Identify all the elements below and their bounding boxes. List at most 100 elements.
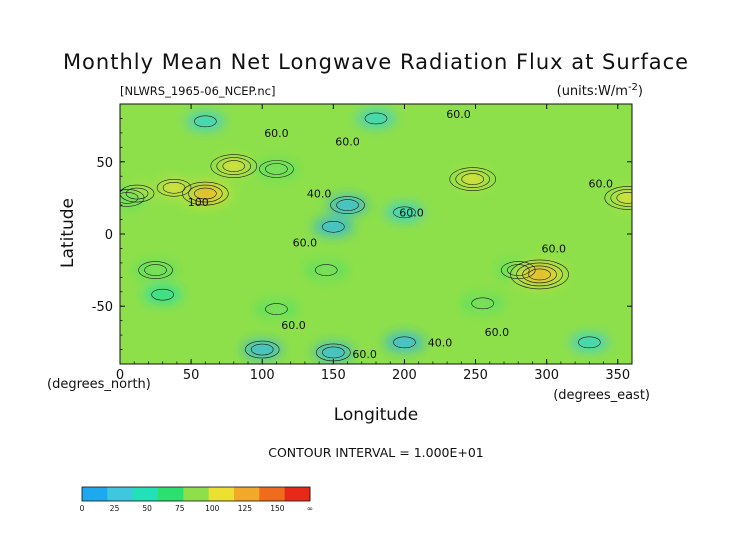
colorbar-swatch: [234, 487, 260, 501]
colorbar-swatch: [132, 487, 159, 501]
field-background: [120, 104, 632, 364]
x-tick-label: 350: [605, 368, 630, 383]
contour-label: 60.0: [293, 237, 318, 250]
contour-lines: [120, 112, 632, 362]
field-blob-core: [322, 221, 344, 232]
x-tick-label: 250: [463, 368, 488, 383]
field-blob-core: [526, 268, 553, 281]
colorbar-tick-label: 75: [175, 504, 185, 513]
contour-line: [216, 157, 252, 175]
field-blob-core: [578, 337, 600, 348]
chart-subtitle-units: (units:W/m-2): [557, 82, 643, 99]
field-blob-core: [161, 181, 188, 194]
contour-interval-note: CONTOUR INTERVAL = 1.000E+01: [268, 445, 484, 460]
contour-label: 60.0: [588, 177, 613, 190]
colorbar-tick-label: 150: [270, 504, 285, 513]
contour-line: [162, 181, 186, 194]
colorbar-swatch: [208, 487, 235, 501]
field-blob-core: [251, 344, 273, 355]
contour-line: [455, 170, 491, 188]
y-tick-label: 0: [105, 228, 113, 243]
x-axis-label: Longitude: [334, 405, 419, 425]
field-blob-core: [365, 113, 387, 124]
contour-line: [259, 160, 294, 178]
colorbar-swatch: [107, 487, 134, 501]
colorbar-swatch: [82, 487, 108, 501]
contour-line: [314, 264, 338, 276]
x-unit-note: (degrees_east): [553, 388, 650, 403]
contour-line: [510, 259, 569, 290]
contour-line: [616, 192, 632, 204]
contour-line: [144, 264, 167, 276]
y-unit-note: (degrees_north): [47, 377, 151, 392]
contour-label: 100: [188, 196, 209, 209]
field-blob-core: [266, 304, 287, 314]
colorbar-frame: [81, 486, 311, 502]
contour-label: 60.0: [335, 136, 360, 149]
colorbar-tick-label: 25: [110, 504, 120, 513]
contour-labels: 60.0 60.0 60.0 60.0 60.0 60.0 60.0 60.0 60.0 60.0…: [188, 108, 613, 361]
field-blob-core: [337, 200, 358, 210]
contour-line: [516, 262, 563, 287]
contour-label: 40.0: [307, 188, 332, 201]
field-blob-core: [394, 337, 415, 348]
contour-line: [393, 336, 416, 349]
contour-line: [188, 184, 223, 203]
contour-line: [194, 187, 217, 200]
x-tick-label: 0: [116, 368, 124, 383]
field-blob-core: [152, 289, 174, 300]
contour-line: [265, 163, 288, 175]
contour-line: [449, 167, 497, 191]
contour-line: [322, 346, 345, 359]
colorbar-swatch: [259, 487, 286, 501]
field-blob-core: [194, 116, 216, 127]
contour-label: 60.0: [264, 127, 289, 140]
contour-line: [528, 268, 551, 281]
contour-label: 40.0: [428, 336, 453, 349]
contour-line: [322, 220, 345, 233]
contour-label: 60.0: [446, 108, 471, 121]
contour-label: 60.0: [352, 348, 377, 361]
contour-line: [330, 196, 365, 214]
contour-line: [265, 303, 288, 315]
x-tick-label: 200: [392, 368, 417, 383]
field-blob-core: [220, 160, 247, 173]
x-tick-label: 300: [534, 368, 559, 383]
y-tick-label: -50: [92, 300, 113, 315]
contour-line: [244, 340, 280, 359]
field-blob-core: [614, 191, 632, 204]
contour-line: [461, 173, 485, 185]
contour-line: [522, 265, 557, 284]
colorbar-tick-label: 100: [205, 504, 220, 513]
x-axis: 0 50 100 150 200 250 300 350: [116, 104, 633, 383]
contour-label: 60.0: [281, 319, 306, 332]
colorbar: 0 25 50 75 100 125 150 ∞: [80, 486, 313, 513]
colorbar-swatch: [158, 487, 184, 501]
contour-line: [182, 181, 229, 206]
x-tick-label: 50: [183, 368, 200, 383]
plot-area: 60.0 60.0 60.0 60.0 60.0 60.0 60.0 60.0 60.0 60.0…: [120, 104, 632, 364]
contour-line: [194, 115, 217, 128]
contour-line: [222, 160, 246, 172]
contour-line: [604, 186, 632, 210]
contour-line: [210, 154, 258, 178]
contour-line: [156, 178, 192, 197]
field-blob-core: [472, 298, 494, 309]
contour-line: [471, 297, 494, 310]
contour-label: 60.0: [399, 206, 424, 219]
contour-line: [393, 206, 416, 219]
contour-line: [578, 336, 601, 349]
field-blob-core: [322, 347, 344, 358]
contour-line: [120, 189, 145, 207]
field-blob-core: [266, 164, 287, 174]
y-axis: -50 0 50: [92, 103, 632, 365]
contour-label: 60.0: [542, 242, 567, 255]
colorbar-tick-label: 50: [142, 504, 152, 513]
contour-line: [610, 189, 632, 207]
contour-line: [336, 199, 359, 211]
chart-subtitle-file: [NLWRS_1965-06_NCEP.nc]: [120, 84, 275, 98]
y-axis-label: Latitude: [58, 198, 78, 268]
contour-line: [125, 187, 149, 200]
